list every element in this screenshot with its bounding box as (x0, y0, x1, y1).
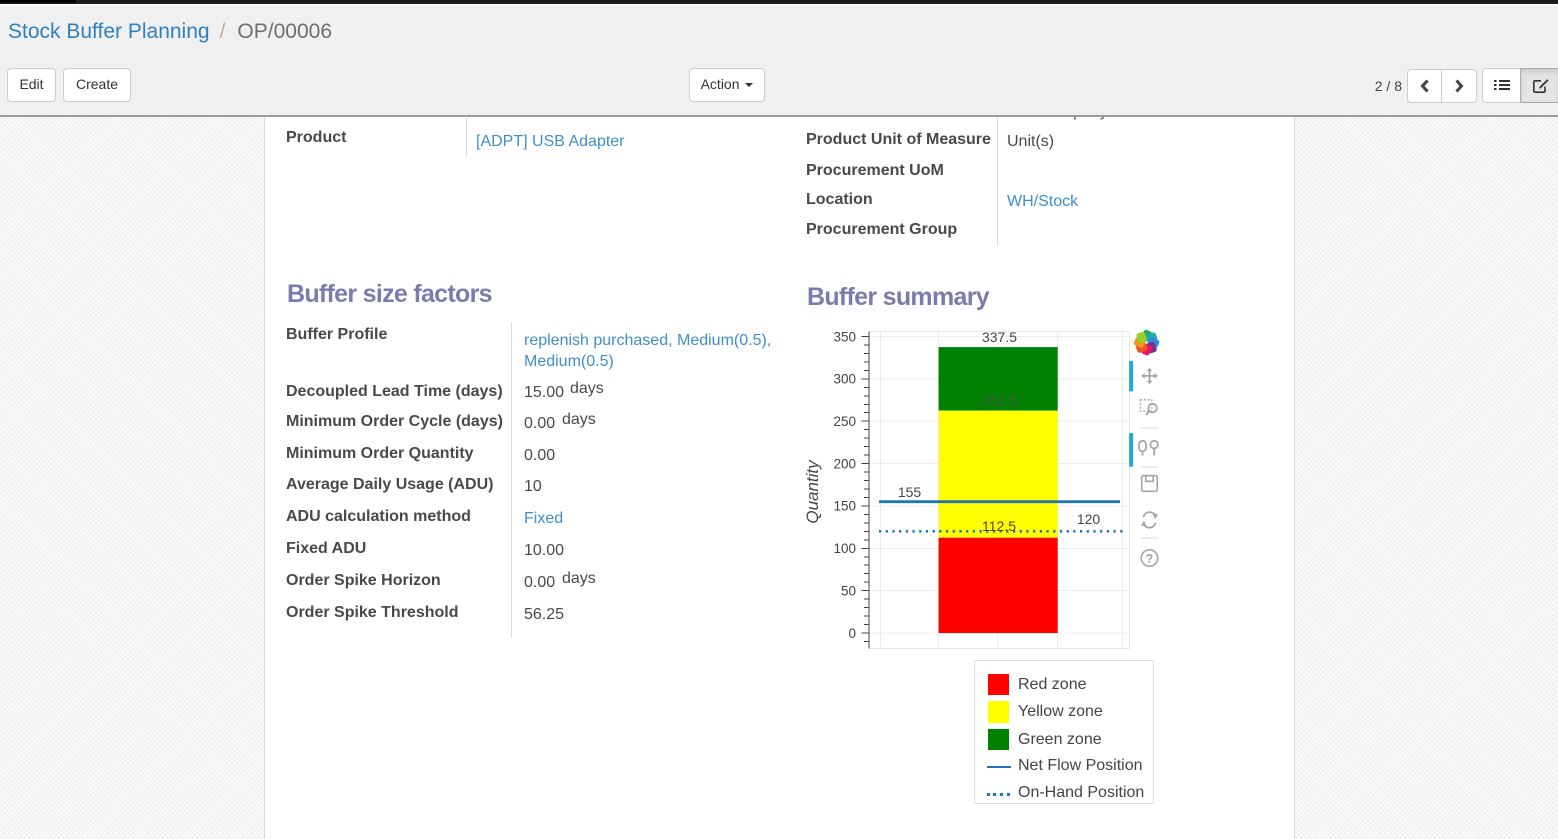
svg-text:200: 200 (833, 456, 856, 471)
svg-text:250: 250 (833, 414, 856, 429)
svg-text:262.5: 262.5 (982, 392, 1017, 408)
svg-text:Quantity: Quantity (803, 459, 822, 524)
svg-text:?: ? (1146, 552, 1154, 566)
svg-text:50: 50 (841, 583, 856, 598)
svg-text:150: 150 (833, 499, 856, 514)
svg-text:100: 100 (833, 541, 856, 556)
svg-text:112.5: 112.5 (982, 518, 1016, 534)
svg-text:300: 300 (833, 372, 856, 387)
svg-text:337.5: 337.5 (982, 329, 1017, 345)
svg-text:0: 0 (848, 626, 856, 641)
svg-text:350: 350 (833, 329, 856, 344)
svg-text:120: 120 (1077, 511, 1101, 527)
svg-text:155: 155 (898, 484, 922, 500)
